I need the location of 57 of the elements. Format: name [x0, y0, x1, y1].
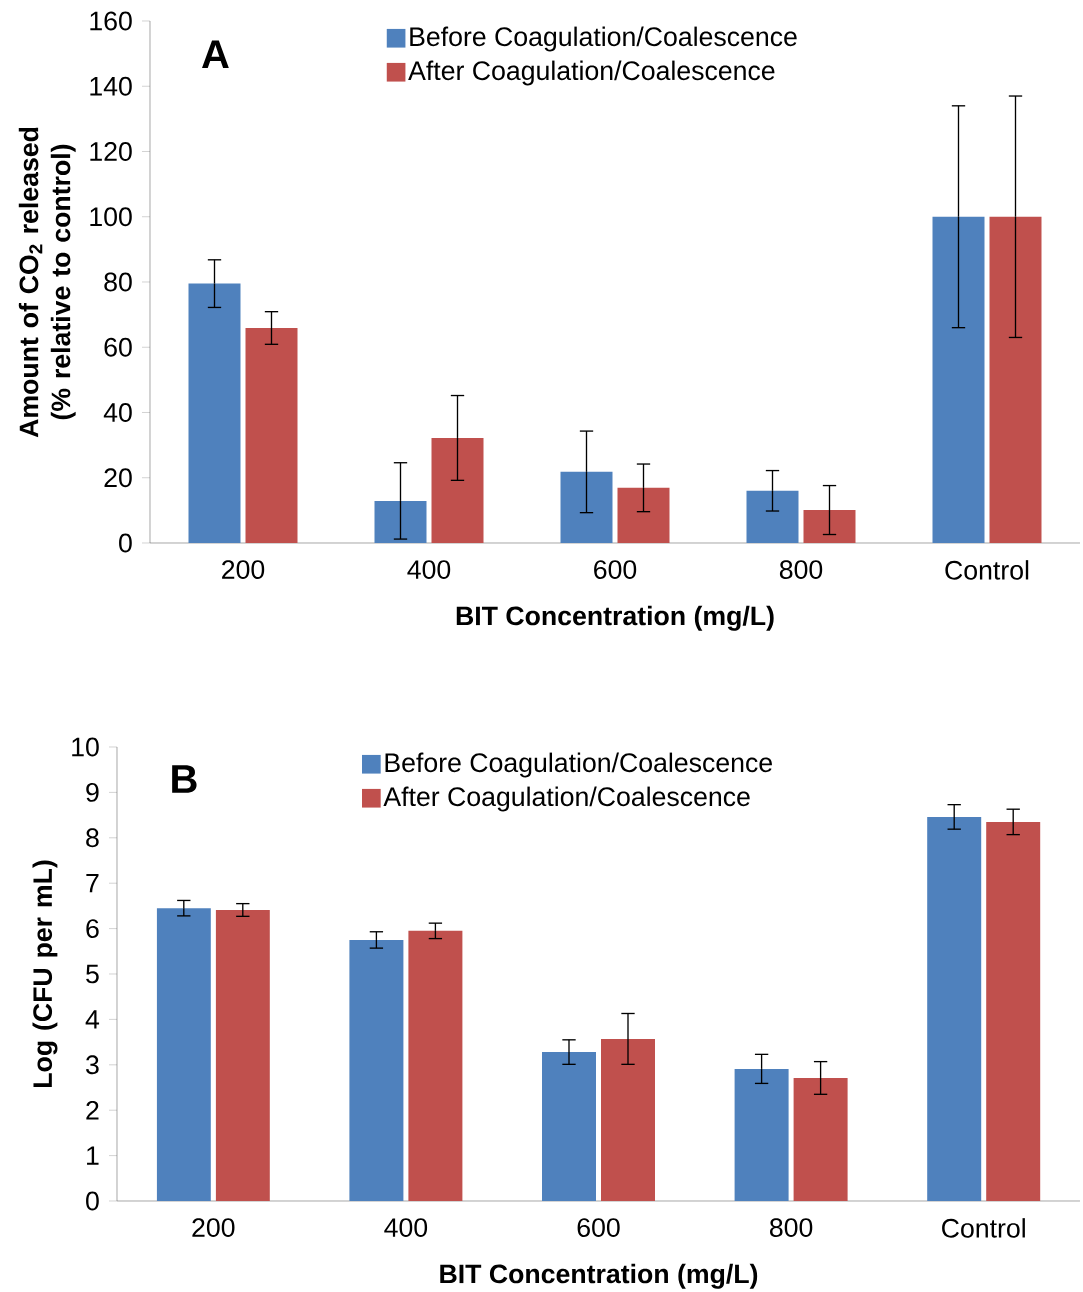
x-tick-label: 600	[577, 1218, 620, 1238]
y-tick-label: 160	[90, 11, 132, 31]
bar	[803, 510, 856, 543]
legend-label: After Coagulation/Coalescence	[383, 786, 750, 812]
bar	[245, 327, 298, 543]
y-tick-label: 1	[87, 1146, 99, 1165]
y-tick-label: 5	[86, 964, 99, 984]
y-tick-label: 20	[104, 468, 132, 488]
x-tick-label: Control	[942, 1218, 1025, 1238]
y-tick-label: 7	[86, 874, 99, 893]
y-tick-label: 6	[86, 919, 99, 939]
y-axis-title: Log (CFU per mL)	[32, 860, 58, 1088]
legend-label: After Coagulation/Coalescence	[408, 60, 775, 86]
bar	[986, 821, 1041, 1201]
bar	[746, 490, 799, 543]
y-tick-label: 40	[103, 403, 132, 422]
x-tick-label: 400	[384, 1218, 428, 1238]
bar	[617, 487, 670, 543]
x-tick-label: 200	[192, 1218, 235, 1238]
y-tick-label: 80	[104, 272, 132, 292]
x-tick-label: 800	[779, 560, 823, 580]
y-tick-label: 100	[90, 207, 132, 227]
bar	[734, 1068, 789, 1201]
y-tick-label: 0	[86, 1191, 99, 1211]
y-tick-label: 8	[86, 828, 99, 848]
bar	[793, 1077, 848, 1201]
bar	[156, 908, 211, 1201]
bar	[932, 216, 985, 543]
x-tick-label: 200	[222, 560, 265, 580]
x-tick-label: Control	[945, 560, 1029, 580]
bar	[601, 1038, 655, 1201]
annotation: A	[202, 40, 229, 69]
bar	[989, 216, 1042, 543]
y-tick-label: 9	[86, 782, 99, 802]
annotation: B	[172, 765, 197, 793]
y-tick-label: 0	[119, 533, 132, 553]
bar	[349, 939, 404, 1201]
y-tick-label: 60	[104, 337, 132, 357]
x-axis-title: BIT Concentration (mg/L)	[440, 1263, 758, 1289]
x-tick-label: 600	[594, 560, 637, 580]
legend-label: Before Coagulation/Coalescence	[410, 26, 797, 52]
y-tick-label: 120	[90, 142, 132, 161]
bar	[431, 437, 484, 543]
y-tick-label: 2	[86, 1100, 99, 1120]
bar	[408, 930, 463, 1201]
y-tick-label: 10	[72, 737, 99, 757]
legend-label: Before Coagulation/Coalescence	[385, 752, 772, 778]
x-tick-label: 800	[770, 1218, 813, 1238]
x-axis-title: BIT Concentration (mg/L)	[456, 605, 774, 631]
y-tick-label: 3	[86, 1055, 99, 1075]
bar	[542, 1052, 596, 1201]
bar	[188, 283, 241, 543]
bar	[927, 816, 982, 1201]
y-tick-label: 4	[85, 1010, 100, 1029]
x-tick-label: 400	[407, 560, 451, 580]
y-tick-label: 140	[90, 76, 132, 96]
bar	[215, 909, 270, 1201]
